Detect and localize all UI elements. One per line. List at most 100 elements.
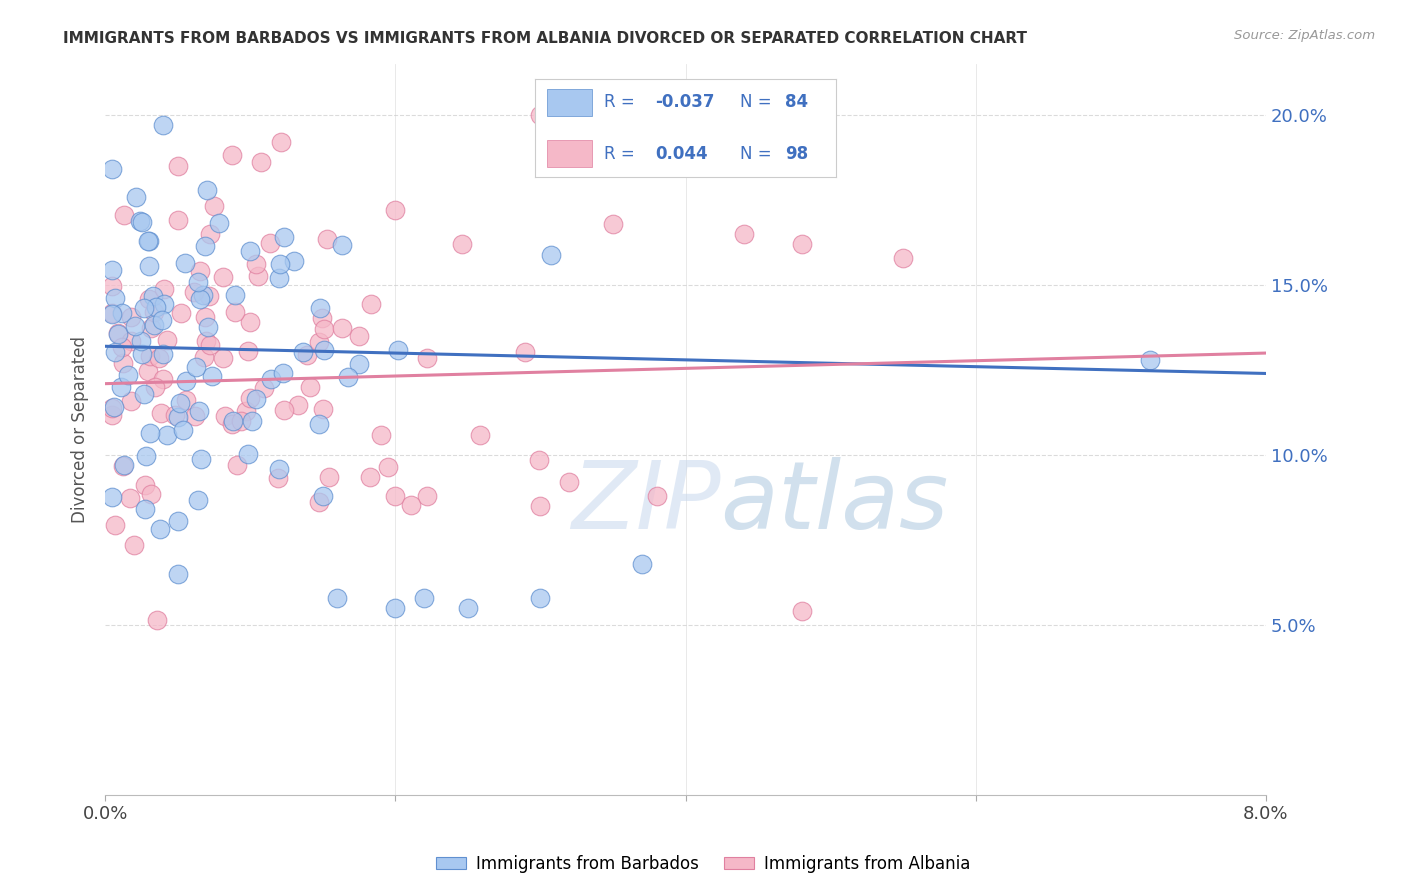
Point [134,502,156,516]
Point [236,447,259,461]
Point [104,292,127,306]
Point [138,349,160,363]
Point [1139,352,1161,367]
Point [112,459,135,474]
Point [121,334,143,348]
Point [360,297,382,311]
Point [468,428,491,442]
Point [527,453,550,467]
Point [187,404,209,418]
Point [139,487,162,501]
Point [170,306,193,320]
Point [457,601,479,615]
Point [529,499,551,513]
Point [212,351,235,365]
Point [602,217,624,231]
Point [198,288,221,302]
Point [112,208,135,222]
Point [529,108,551,122]
Point [190,452,212,467]
Point [283,254,305,268]
Point [273,229,295,244]
Point [229,414,252,428]
Point [347,328,370,343]
Point [387,343,409,357]
Point [311,310,333,325]
Point [224,304,246,318]
Point [201,369,224,384]
Point [101,162,124,177]
Point [112,458,135,472]
Point [136,364,159,378]
Point [267,471,290,485]
Point [312,322,335,336]
Point [224,288,246,302]
Point [337,370,360,384]
Point [166,567,188,582]
Point [308,335,330,350]
Point [259,236,281,251]
Point [117,368,139,383]
Point [198,227,221,241]
Point [174,374,197,388]
Point [245,257,267,271]
Point [163,408,186,422]
Point [271,366,294,380]
Point [173,256,195,270]
Point [132,301,155,315]
Point [148,351,170,365]
Point [298,380,321,394]
Point [138,234,160,248]
Point [253,381,276,395]
Point [101,279,124,293]
Point [202,199,225,213]
Point [245,392,267,406]
Legend: Immigrants from Barbados, Immigrants from Albania: Immigrants from Barbados, Immigrants fro… [429,848,977,880]
Point [238,344,260,359]
Point [312,489,335,503]
Point [287,398,309,412]
Point [139,321,162,335]
Point [187,492,209,507]
Point [194,310,217,325]
Point [377,459,399,474]
Point [260,371,283,385]
Text: Source: ZipAtlas.com: Source: ZipAtlas.com [1234,29,1375,42]
Point [131,215,153,229]
Point [250,155,273,169]
Point [150,313,173,327]
Point [347,357,370,371]
Point [149,406,172,420]
Point [529,591,551,605]
Point [413,591,436,605]
Point [239,315,262,329]
Point [110,380,132,394]
Point [122,539,145,553]
Point [226,458,249,472]
Point [370,428,392,442]
Point [197,320,219,334]
Point [193,350,215,364]
Point [308,495,330,509]
Point [149,522,172,536]
Point [153,282,176,296]
Point [183,285,205,299]
Point [146,613,169,627]
Point [152,118,174,132]
Point [309,301,332,315]
Point [312,343,335,358]
Point [194,238,217,252]
Point [101,306,124,320]
Point [188,293,211,307]
Point [153,297,176,311]
Point [269,271,291,285]
Point [104,518,127,533]
Point [125,190,148,204]
Point [246,269,269,284]
Point [143,318,166,332]
Point [270,136,292,150]
Point [131,347,153,361]
Point [101,401,124,416]
Point [191,288,214,302]
Point [416,351,439,366]
